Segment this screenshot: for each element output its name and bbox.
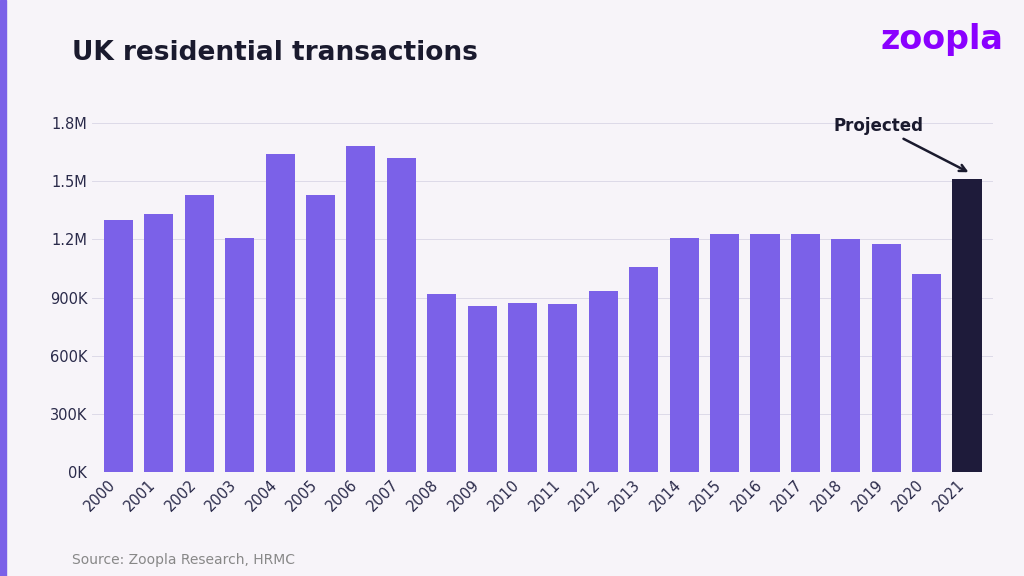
Bar: [549, 305, 578, 472]
Text: UK residential transactions: UK residential transactions: [72, 40, 477, 66]
Bar: [184, 195, 214, 472]
Bar: [831, 240, 860, 472]
Bar: [791, 234, 820, 472]
Bar: [346, 146, 376, 472]
Bar: [670, 237, 698, 472]
Bar: [952, 179, 982, 472]
Bar: [508, 302, 537, 472]
Bar: [710, 234, 739, 472]
Bar: [912, 274, 941, 472]
Bar: [871, 244, 901, 472]
Text: zoopla: zoopla: [881, 23, 1004, 56]
Bar: [629, 267, 658, 472]
Text: Projected: Projected: [834, 117, 966, 171]
Bar: [751, 234, 779, 472]
Bar: [265, 154, 295, 472]
Bar: [103, 220, 133, 472]
Bar: [225, 237, 254, 472]
Bar: [306, 195, 335, 472]
Bar: [387, 158, 416, 472]
Bar: [468, 306, 497, 472]
Bar: [144, 214, 173, 472]
Text: Source: Zoopla Research, HRMC: Source: Zoopla Research, HRMC: [72, 554, 295, 567]
Bar: [427, 294, 457, 472]
Bar: [589, 291, 617, 472]
